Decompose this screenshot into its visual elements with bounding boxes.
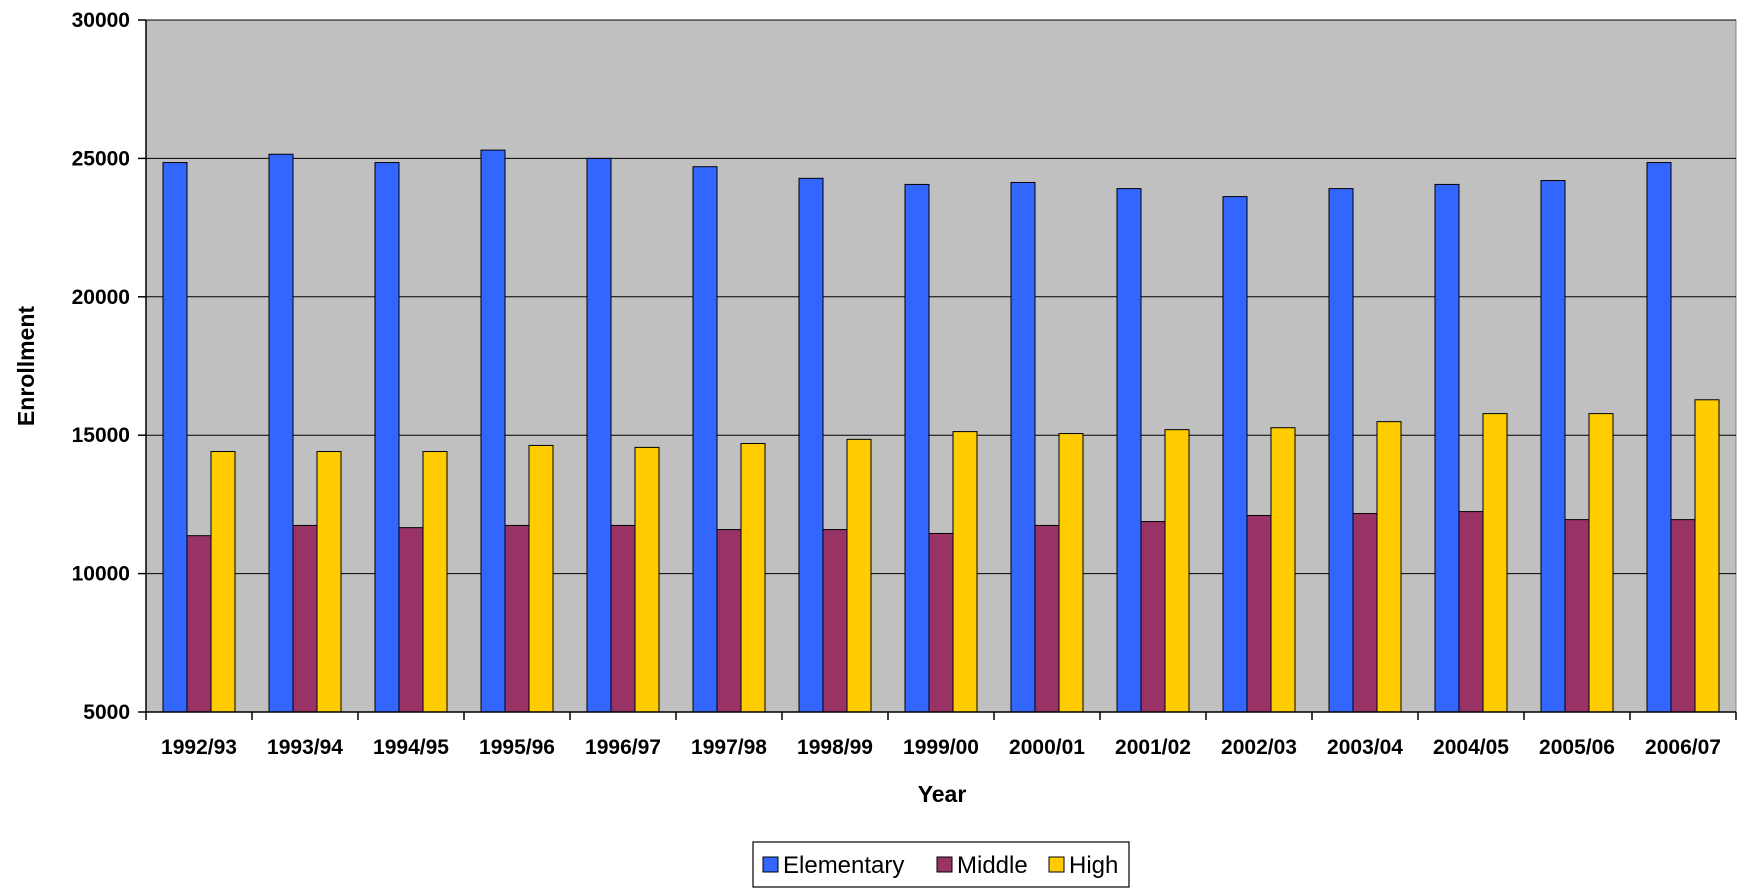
bar-middle-1998-99	[822, 529, 848, 713]
y-tick-label: 25000	[72, 147, 130, 170]
x-tick-label: 1997/98	[691, 736, 767, 759]
bar-middle-1999-00	[928, 532, 954, 713]
bar-middle-2003-04	[1352, 513, 1378, 713]
bar-elementary-1998-99	[798, 177, 824, 713]
legend-swatch-elementary	[762, 856, 779, 873]
bar-high-2002-03	[1270, 427, 1296, 713]
x-tick-label: 1994/95	[373, 736, 449, 759]
bar-middle-1997-98	[716, 529, 742, 713]
bar-middle-2005-06	[1564, 519, 1590, 713]
bar-high-1994-95	[422, 451, 448, 713]
bar-middle-1994-95	[398, 527, 424, 713]
bar-high-2000-01	[1058, 433, 1084, 713]
legend-label-elementary: Elementary	[783, 852, 904, 879]
x-tick-label: 1995/96	[479, 736, 555, 759]
x-tick-label: 1993/94	[267, 736, 343, 759]
x-axis-title: Year	[918, 781, 967, 807]
bar-elementary-1995-96	[480, 149, 506, 713]
x-tick-label: 1996/97	[585, 736, 661, 759]
x-tick-label: 1999/00	[903, 736, 979, 759]
bar-middle-2002-03	[1246, 514, 1272, 713]
bar-elementary-2005-06	[1540, 180, 1566, 713]
y-tick-label: 15000	[72, 424, 130, 447]
x-tick-label: 2002/03	[1221, 736, 1297, 759]
bar-high-1993-94	[316, 451, 342, 713]
legend-swatch-middle	[936, 856, 953, 873]
y-tick-label: 10000	[72, 563, 130, 586]
bar-elementary-2002-03	[1222, 196, 1248, 713]
x-tick-label: 2004/05	[1433, 736, 1509, 759]
y-tick-label: 20000	[72, 286, 130, 309]
y-axis-title: Enrollment	[13, 306, 39, 426]
bar-high-1995-96	[528, 444, 554, 713]
bar-high-2004-05	[1482, 413, 1508, 713]
bar-high-2005-06	[1588, 413, 1614, 713]
bar-high-2006-07	[1694, 399, 1720, 713]
bars-group	[162, 149, 1720, 713]
x-tick-label: 2000/01	[1009, 736, 1085, 759]
bar-middle-1996-97	[610, 524, 636, 713]
x-tick-label: 1992/93	[161, 736, 237, 759]
legend-label-middle: Middle	[957, 852, 1028, 879]
bar-elementary-1999-00	[904, 183, 930, 713]
x-tick-label: 1998/99	[797, 736, 873, 759]
bar-elementary-2006-07	[1646, 162, 1672, 713]
bar-middle-1993-94	[292, 524, 318, 713]
x-tick-label: 2003/04	[1327, 736, 1403, 759]
bar-high-2001-02	[1164, 429, 1190, 713]
bar-elementary-2004-05	[1434, 183, 1460, 713]
y-tick-label: 5000	[83, 701, 130, 724]
bar-elementary-1994-95	[374, 162, 400, 713]
bar-elementary-2003-04	[1328, 188, 1354, 713]
bar-high-1999-00	[952, 431, 978, 713]
bar-high-1998-99	[846, 438, 872, 713]
bar-elementary-1997-98	[692, 166, 718, 713]
bar-high-2003-04	[1376, 421, 1402, 713]
bar-high-1997-98	[740, 443, 766, 713]
bar-elementary-1993-94	[268, 153, 294, 713]
x-tick-label: 2001/02	[1115, 736, 1191, 759]
bar-elementary-2001-02	[1116, 188, 1142, 713]
bar-high-1996-97	[634, 446, 660, 713]
legend-swatch-high	[1048, 856, 1065, 873]
bar-middle-2000-01	[1034, 524, 1060, 713]
legend: Elementary Middle High	[752, 841, 1130, 888]
legend-label-high: High	[1069, 852, 1118, 879]
bar-elementary-2000-01	[1010, 181, 1036, 713]
bar-elementary-1992-93	[162, 162, 188, 713]
bar-middle-2006-07	[1670, 519, 1696, 713]
bar-middle-2001-02	[1140, 521, 1166, 713]
bar-middle-1992-93	[186, 535, 212, 713]
y-axis-ticks: 5000 10000 15000 20000 25000 30000	[72, 9, 146, 724]
x-axis-ticks: 1992/93 1993/94 1994/95 1995/96 1996/97 1997/…	[145, 712, 1737, 759]
bar-middle-2004-05	[1458, 511, 1484, 713]
bar-high-1992-93	[210, 451, 236, 713]
bar-elementary-1996-97	[586, 157, 612, 713]
bar-middle-1995-96	[504, 524, 530, 713]
x-tick-label: 2006/07	[1645, 736, 1721, 759]
y-tick-label: 30000	[72, 9, 130, 32]
x-tick-label: 2005/06	[1539, 736, 1615, 759]
